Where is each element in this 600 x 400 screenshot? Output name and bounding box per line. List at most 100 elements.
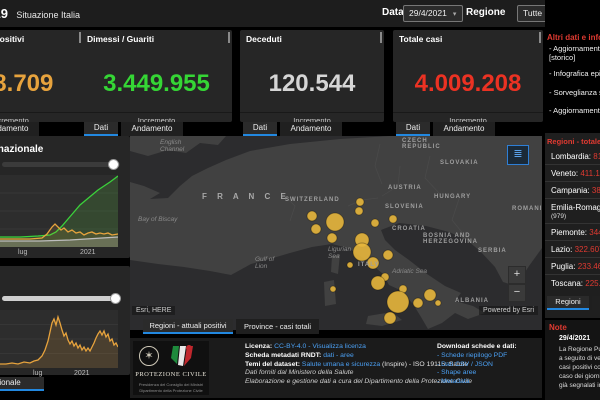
card-tab-dati[interactable]: Dati: [243, 122, 277, 136]
map-zoom-out-button[interactable]: −: [508, 284, 526, 302]
series-dimessi-guariti: [0, 175, 118, 238]
download-title: Download schede e dati:: [437, 343, 517, 350]
x-tick: 2021: [74, 370, 90, 377]
map-label-austria: AUSTRIA: [388, 185, 422, 191]
region-name: Piemonte:: [551, 228, 590, 237]
region-row[interactable]: Toscana: 225.832: [545, 274, 600, 291]
license-link[interactable]: CC-BY-4.0 - Visualizza licenza: [274, 343, 366, 350]
case-bubble[interactable]: [326, 232, 338, 244]
note-line: già segnalati in precedenza.: [559, 382, 600, 389]
time-slider-track-2[interactable]: [2, 296, 120, 301]
case-bubble[interactable]: [370, 275, 386, 291]
region-row[interactable]: Lazio: 322.607: [545, 240, 600, 257]
map[interactable]: English Channel F R A N C E SWITZERLAND Bay…: [130, 136, 542, 330]
case-bubble[interactable]: [352, 242, 372, 262]
download-link[interactable]: - Dati CSV / JSON: [437, 360, 493, 368]
sidebar-link[interactable]: - Infografica epidemiologica: [549, 69, 600, 78]
case-bubble[interactable]: [388, 214, 398, 224]
card-value: 4.009.208: [414, 70, 522, 97]
logo-subtitle-1: Presidenza del Consiglio dei Ministri: [138, 382, 204, 387]
case-bubble[interactable]: [306, 210, 318, 222]
card-scrollbar[interactable]: [79, 32, 81, 43]
card-scrollbar[interactable]: [539, 32, 541, 43]
download-link[interactable]: - Schede riepilogo PDF: [437, 351, 508, 359]
increment-label: Incremento: [137, 116, 176, 125]
region-row[interactable]: Campania: 389.234: [545, 181, 600, 198]
region-row[interactable]: Lombardia: 810.833: [545, 148, 600, 164]
case-bubble[interactable]: [329, 285, 337, 293]
x-tick: lug: [18, 249, 28, 256]
case-bubble[interactable]: [325, 212, 345, 232]
card-tab-andamento[interactable]: Andamento: [433, 122, 495, 136]
region-row[interactable]: Piemonte: 344.952: [545, 223, 600, 240]
download-link[interactable]: - Metadata: [437, 378, 470, 386]
sidebar-link[interactable]: - Sorveglianza sanitaria: [549, 88, 600, 97]
right-sidebar: Altri dati e informazioni - Aggiornament…: [545, 0, 600, 400]
case-bubble[interactable]: [346, 261, 354, 269]
map-legend-button[interactable]: ≣: [507, 145, 529, 165]
case-bubble[interactable]: [423, 288, 437, 302]
region-row[interactable]: Emilia-Romagna: 373.979(979): [545, 198, 600, 223]
note-line: caso dei giorni scorsi non: [559, 373, 600, 380]
card-tab-andamento[interactable]: Andamento: [0, 122, 39, 136]
region-value: 233.461: [577, 262, 600, 271]
map-label-croatia: CROATIA: [392, 226, 426, 232]
sidebar-link[interactable]: - Aggiornamenti [storico]: [549, 44, 600, 62]
sidebar-tab-regioni[interactable]: Regioni: [547, 296, 589, 310]
tab-andamento-nazionale[interactable]: Andamento nazionale: [0, 377, 44, 391]
region-name: Campania:: [551, 186, 592, 195]
case-bubble[interactable]: [434, 299, 442, 307]
map-label-bosnia-and: BOSNIA AND HERZEGOVINA: [423, 233, 479, 245]
case-bubble[interactable]: [354, 206, 364, 216]
sidebar-link[interactable]: - Aggiornamenti: [549, 106, 600, 115]
download-block: Download schede e dati: - Schede riepilo…: [437, 343, 517, 387]
case-bubble[interactable]: [370, 218, 380, 228]
series-deceduti: [0, 236, 118, 242]
map-zoom-in-button[interactable]: +: [508, 266, 526, 284]
case-bubble[interactable]: [412, 297, 424, 309]
case-bubble[interactable]: [355, 197, 365, 207]
card-scrollbar[interactable]: [380, 32, 382, 43]
tab-regioni-attuali-positivi[interactable]: Regioni - attuali positivi: [143, 319, 233, 334]
note-line: a seguito di verifica, che i: [559, 355, 600, 362]
case-bubble[interactable]: [366, 256, 380, 270]
license-link[interactable]: Salute umana e sicurezza: [301, 360, 381, 368]
case-bubble[interactable]: [310, 223, 322, 235]
map-label-czech: CZECH REPUBLIC: [402, 138, 441, 150]
tab-province-casi-totali[interactable]: Province - casi totali: [236, 319, 319, 334]
map-label-hungary: HUNGARY: [434, 194, 472, 200]
case-bubble[interactable]: [382, 249, 394, 261]
date-select[interactable]: 29/4/2021 ▾: [403, 5, 463, 22]
data-label: Data: [382, 7, 404, 18]
download-link[interactable]: - Shape aree: [437, 369, 477, 377]
sidebar-tab-province[interactable]: Province: [592, 296, 600, 310]
divider: [0, 112, 83, 113]
region-row[interactable]: Puglia: 233.461: [545, 257, 600, 274]
nuovi-positivi-chart: [0, 310, 118, 368]
regioni-panel-title: Regioni - totale casi: [547, 137, 600, 146]
region-name: Lombardia:: [551, 152, 594, 161]
andamento-chart: [0, 175, 118, 247]
time-slider-handle-2[interactable]: [110, 293, 121, 304]
card-value: 3.449.955: [103, 70, 210, 97]
card-tab-andamento[interactable]: Andamento: [280, 122, 342, 136]
region-row[interactable]: Veneto: 411.145: [545, 164, 600, 181]
map-land-britain: [130, 136, 226, 156]
map-label-albania: ALBANIA: [455, 298, 489, 304]
card-tab-dati[interactable]: Dati: [396, 122, 430, 136]
chart-panel-nuovi-positivi: lug 2021: [0, 266, 130, 377]
card-tab-andamento[interactable]: Andamento: [121, 122, 183, 136]
time-slider-handle[interactable]: [108, 159, 119, 170]
region-value: 411.145: [580, 169, 600, 178]
map-label-f-r-a-n-c-e: F R A N C E: [202, 192, 290, 201]
case-bubble[interactable]: [383, 311, 397, 325]
card-scrollbar[interactable]: [228, 32, 230, 43]
card-tab-dati[interactable]: Dati: [84, 122, 118, 136]
map-label-slovenia: SLOVENIA: [385, 204, 424, 210]
license-link[interactable]: dati - aree: [323, 351, 354, 359]
case-bubble[interactable]: [386, 290, 410, 314]
map-attribution: Esri, HERE: [132, 306, 176, 315]
time-slider-track[interactable]: [2, 162, 120, 167]
